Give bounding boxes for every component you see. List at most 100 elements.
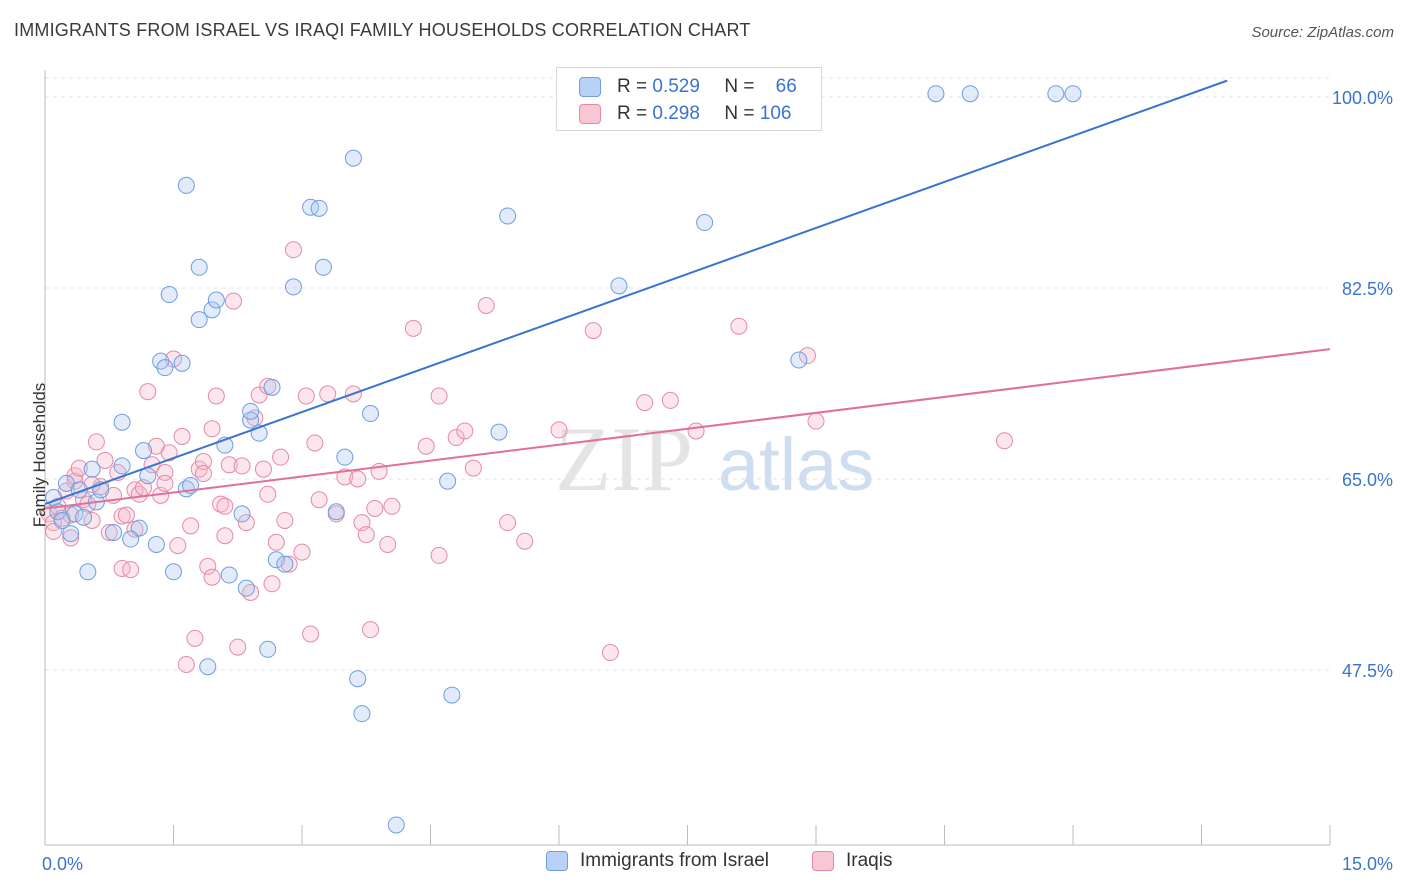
- israel-point: [242, 411, 260, 429]
- israel-point: [353, 705, 371, 723]
- iraqis-point: [186, 629, 204, 647]
- israel-point: [237, 579, 255, 597]
- iraqis-swatch: [579, 104, 601, 124]
- iraqis-point: [687, 422, 705, 440]
- n-label: N =: [724, 76, 755, 97]
- legend-row-iraqis: R = 0.298 N = 106: [557, 101, 791, 127]
- iraqis-point: [584, 322, 602, 340]
- israel-point: [165, 563, 182, 581]
- israel-point: [105, 523, 123, 541]
- iraqis-point: [730, 317, 748, 335]
- israel-point: [220, 566, 238, 584]
- israel-point: [147, 535, 165, 553]
- iraqis-point: [216, 527, 234, 545]
- iraqis-point: [100, 523, 118, 541]
- israel-point: [276, 555, 294, 573]
- israel-point: [177, 176, 195, 194]
- israel-point: [66, 505, 84, 523]
- watermark-zip: ZIP: [555, 408, 693, 510]
- iraqis-point: [87, 433, 105, 451]
- iraqis-swatch: [812, 851, 834, 871]
- iraqis-point: [601, 644, 619, 662]
- iraqis-point: [169, 537, 187, 555]
- r-value: 0.298: [652, 103, 700, 124]
- axes: [44, 70, 1331, 846]
- israel-point: [233, 505, 251, 523]
- israel-point: [203, 301, 221, 319]
- israel-point: [327, 503, 345, 521]
- israel-swatch: [579, 77, 601, 97]
- israel-point: [302, 198, 320, 216]
- iraqis-point: [199, 557, 217, 575]
- israel-point: [696, 214, 714, 232]
- correlation-legend: R = 0.529 N = 66 R = 0.298 N = 106: [556, 67, 822, 131]
- y-tick-label: 65.0%: [1342, 470, 1393, 490]
- iraqis-point: [203, 568, 221, 586]
- n-value: 66: [775, 76, 797, 97]
- trend-lines: [44, 79, 1331, 510]
- legend-row-israel: R = 0.529 N = 66: [557, 74, 797, 100]
- israel-point: [443, 686, 461, 704]
- israel-point: [259, 640, 277, 658]
- iraqis-point: [139, 383, 157, 401]
- israel-point: [79, 563, 97, 581]
- israel-point: [113, 457, 131, 475]
- iraqis-point: [259, 485, 277, 503]
- israel-point: [362, 405, 380, 423]
- israel-point: [439, 472, 457, 490]
- israel-point: [122, 530, 140, 548]
- iraqis-point: [254, 460, 272, 478]
- israel-point: [156, 359, 174, 377]
- israel-point: [349, 670, 367, 688]
- iraqis-point: [263, 575, 281, 593]
- iraqis-point: [302, 625, 320, 643]
- iraqis-point: [293, 543, 311, 561]
- israel-point: [83, 460, 101, 478]
- iraqis-point: [267, 533, 285, 551]
- iraqis-point: [216, 497, 234, 515]
- iraqis-point: [284, 241, 302, 259]
- iraqis-point: [194, 453, 212, 471]
- israel-point: [190, 311, 208, 329]
- bottom-legend-iraqis: Iraqis: [812, 850, 892, 872]
- iraqis-point: [319, 385, 337, 403]
- iraqis-point: [456, 422, 474, 440]
- iraqis-point: [306, 434, 324, 452]
- israel-point: [75, 508, 93, 526]
- iraqis-point: [233, 457, 251, 475]
- israel-point: [927, 85, 945, 103]
- israel-point: [135, 442, 153, 460]
- bottom-legend-israel: Immigrants from Israel: [546, 850, 769, 872]
- iraqis-point: [550, 421, 568, 439]
- iraqis-point: [113, 559, 131, 577]
- israel-point: [199, 658, 217, 676]
- watermark-atlas: atlas: [718, 423, 874, 506]
- israel-point: [113, 413, 131, 431]
- iraqis-point: [182, 517, 200, 535]
- iraqis-point: [447, 429, 465, 447]
- iraqis-point: [203, 420, 221, 438]
- israel-point: [499, 207, 517, 225]
- iraqis-trend-line: [44, 348, 1331, 510]
- iraqis-point: [477, 296, 495, 314]
- source-label: Source: ZipAtlas.com: [1251, 24, 1394, 41]
- iraqis-point: [272, 448, 290, 466]
- iraqis-point: [207, 387, 225, 405]
- israel-point: [190, 258, 208, 276]
- iraqis-legend-label: Iraqis: [846, 850, 893, 871]
- y-tick-label: 47.5%: [1342, 661, 1393, 681]
- iraqis-point: [96, 451, 114, 469]
- iraqis-point: [430, 546, 448, 564]
- israel-point: [242, 402, 260, 420]
- iraqis-point: [366, 499, 384, 517]
- israel-point: [1047, 85, 1065, 103]
- iraqis-point: [229, 638, 247, 656]
- israel-point: [490, 423, 508, 441]
- iraqis-point: [224, 292, 242, 310]
- iraqis-point: [173, 427, 191, 445]
- iraqis-point: [122, 561, 140, 579]
- iraqis-point: [383, 497, 401, 515]
- israel-point: [173, 354, 191, 372]
- tick-labels: 47.5% 65.0% 82.5% 100.0% 0.0% 15.0%: [42, 88, 1393, 874]
